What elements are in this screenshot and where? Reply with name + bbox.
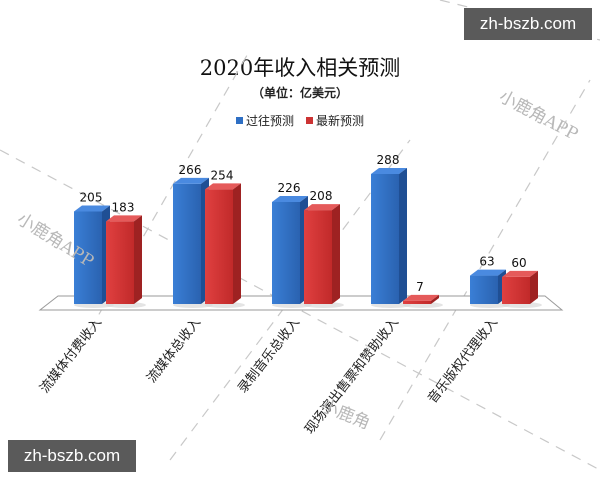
legend-swatch-red-icon [306,117,313,124]
bar-latest: 60 [502,256,542,308]
watermark-badge-top: zh-bszb.com [464,8,592,40]
chart-subtitle: （单位：亿美元） [251,86,348,100]
value-label: 7 [416,280,424,294]
legend-item-latest: 最新预测 [306,112,364,129]
value-label: 183 [112,200,135,214]
legend-label: 最新预测 [316,114,365,128]
bar-latest: 208 [304,189,344,308]
bar-past: 288 [371,153,411,308]
value-label: 226 [278,181,301,195]
bar-past: 205 [74,190,114,308]
value-label: 205 [80,190,103,204]
value-label: 60 [511,256,526,270]
value-label: 254 [211,168,234,182]
legend-label: 过往预测 [245,114,294,128]
chart-title: 2020年收入相关预测 [199,56,401,80]
bar-latest: 254 [205,168,245,308]
watermark-badge-bottom: zh-bszb.com [8,440,136,472]
category-label: 音乐版权代理收入 [425,315,502,407]
bar-latest: 183 [106,200,146,308]
watermark-text: 小鹿角 [318,396,373,434]
category-label: 录制音乐总收入 [235,315,304,397]
value-label: 266 [179,163,202,177]
value-label: 288 [377,153,400,167]
category-label: 流媒体总收入 [144,315,204,386]
chart-legend: 过往预测 最新预测 [0,112,600,129]
legend-item-past: 过往预测 [235,112,294,129]
value-label: 208 [310,189,333,203]
value-label: 63 [479,255,494,269]
bar-latest: 7 [403,280,443,308]
legend-swatch-blue-icon [235,117,243,124]
watermark-text: 小鹿角APP [496,87,581,145]
category-label: 流媒体付费收入 [37,315,105,396]
